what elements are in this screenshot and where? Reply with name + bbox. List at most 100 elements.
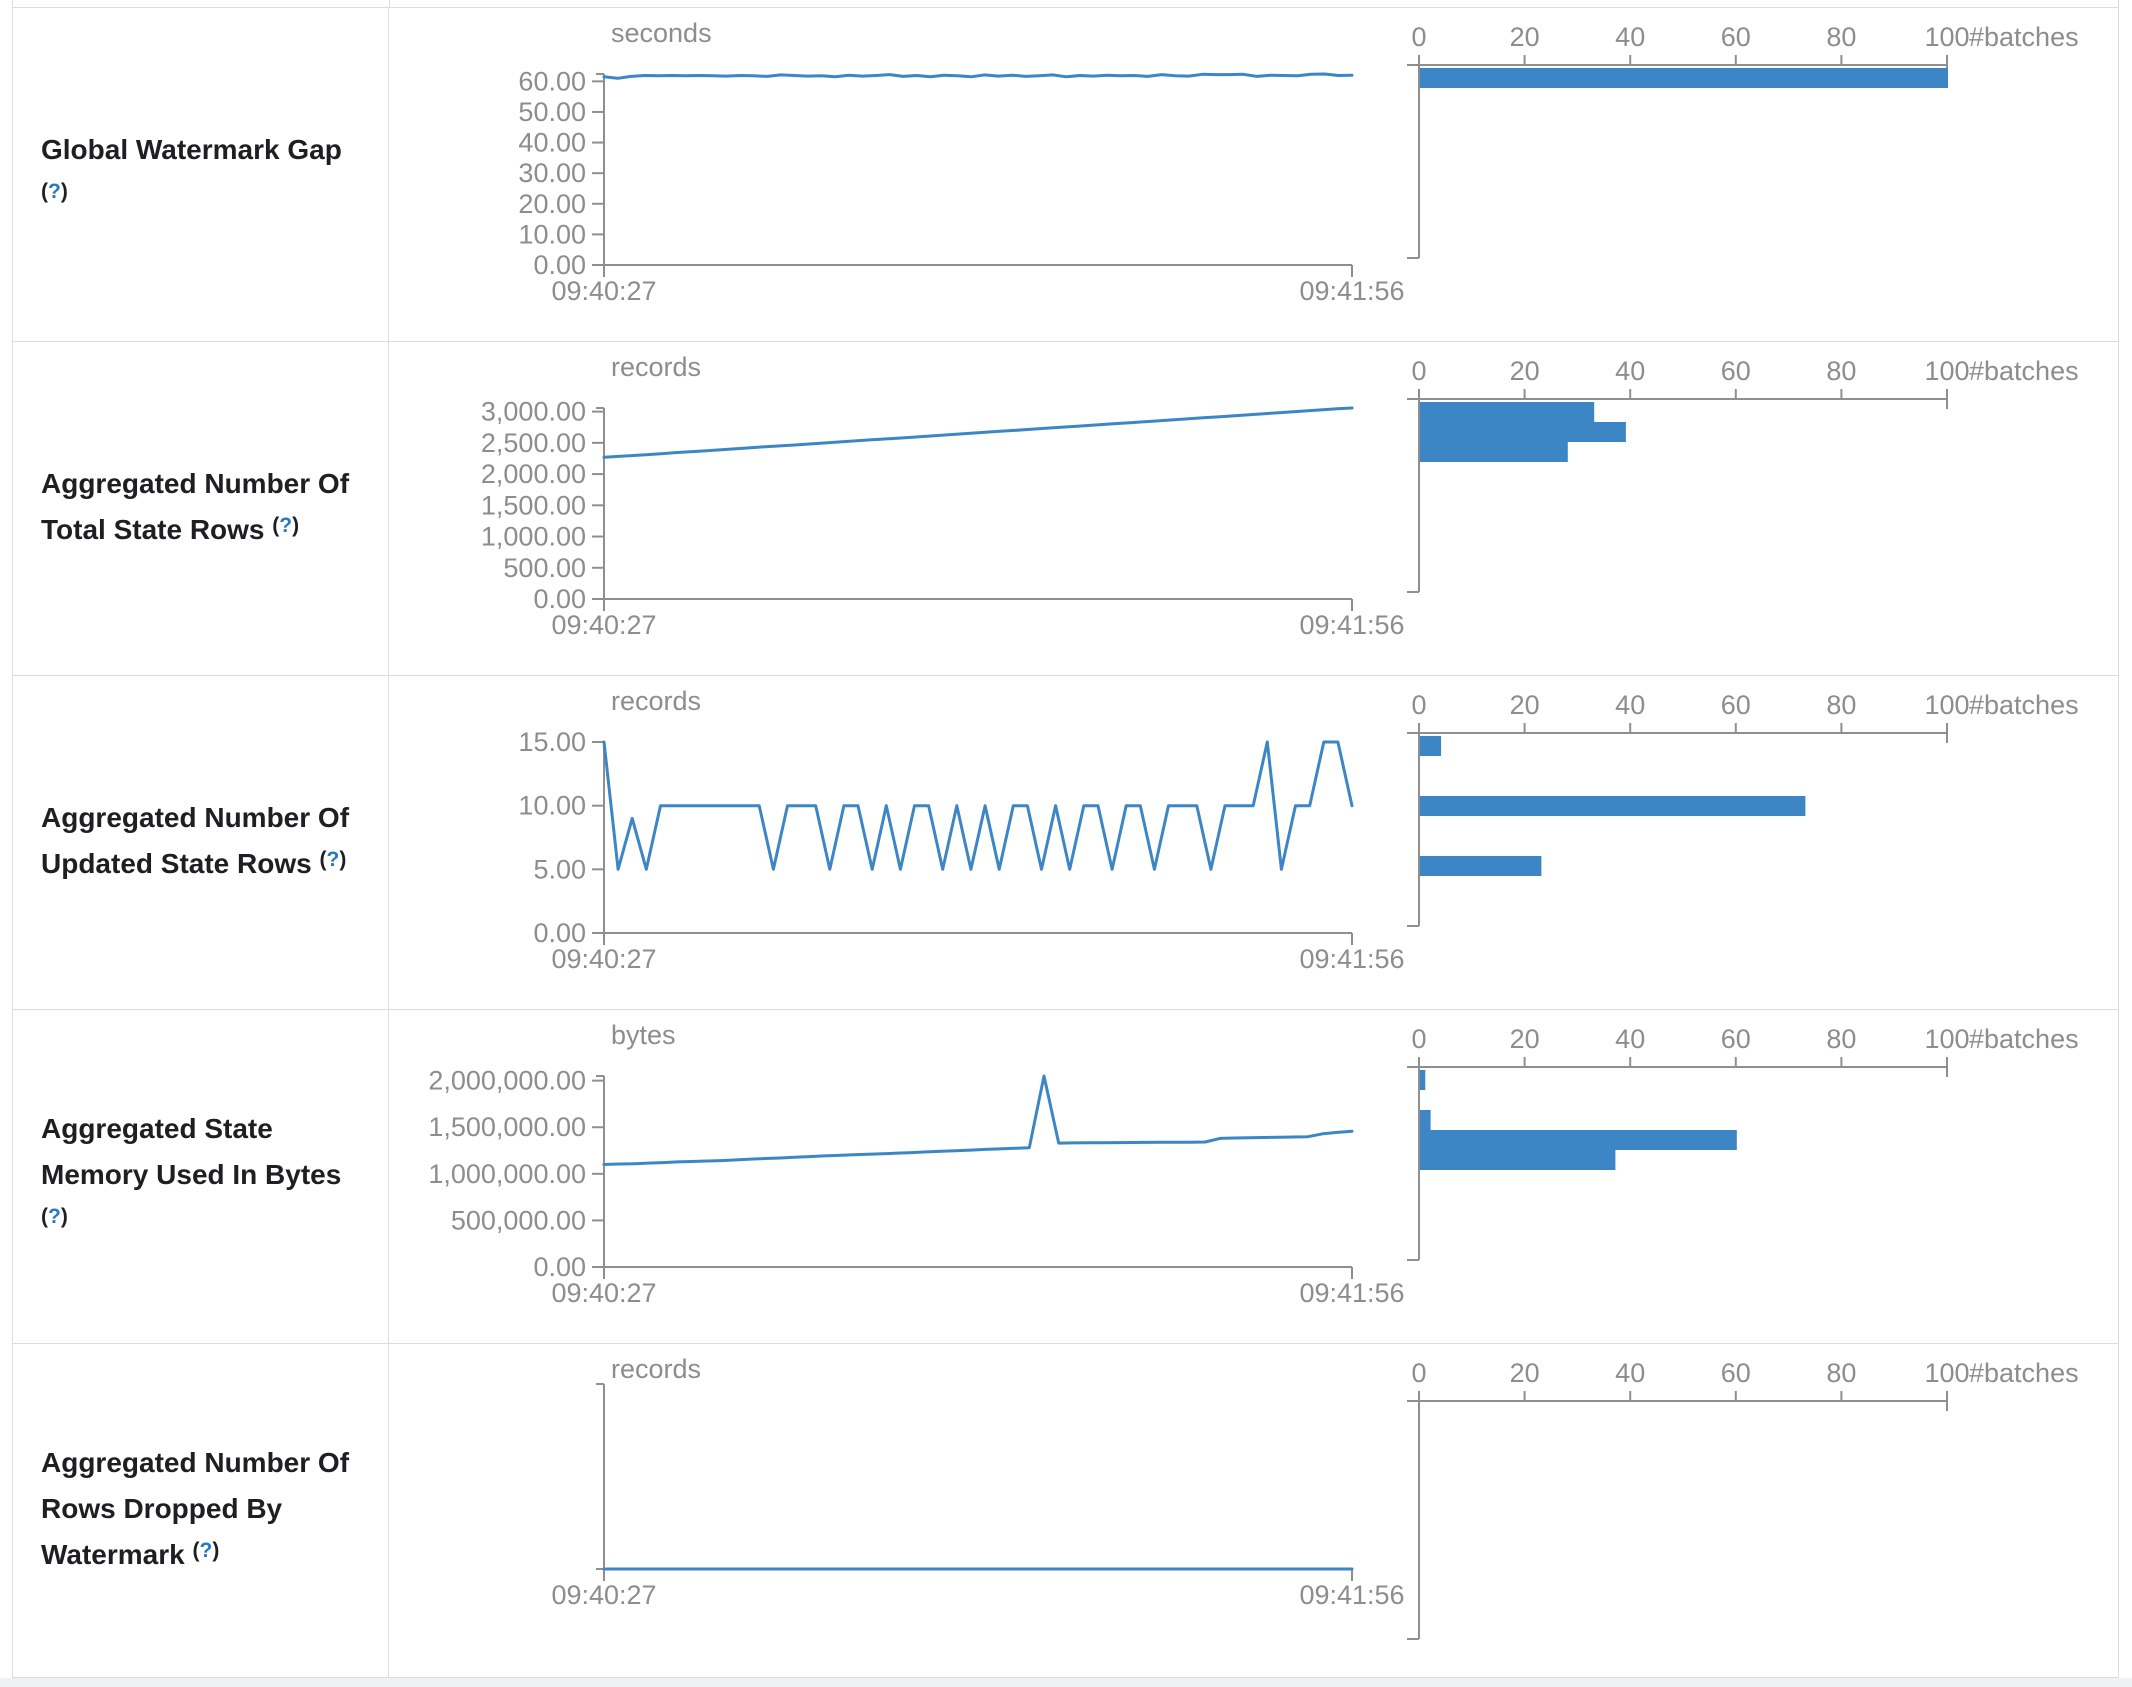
histogram-axis-tick-label: 20 bbox=[1510, 1358, 1540, 1388]
help-question-mark[interactable]: ? bbox=[326, 848, 340, 871]
metric-row-aggregated-state-memory-used-in-bytes: Aggregated State Memory Used In Bytes (?) b… bbox=[13, 1009, 2118, 1343]
histogram-bar bbox=[1420, 1070, 1426, 1090]
help-question-mark[interactable]: ? bbox=[48, 180, 61, 203]
metric-label-line: Rows Dropped By bbox=[41, 1493, 283, 1524]
metric-label-line: Memory Used In Bytes bbox=[41, 1159, 342, 1190]
histogram-axis-tick-label: 60 bbox=[1721, 1358, 1751, 1388]
y-axis-tick-label: 500.00 bbox=[503, 553, 586, 583]
histogram-axis-tick-label: 60 bbox=[1721, 690, 1751, 720]
histogram-axis-unit-label: #batches bbox=[1969, 356, 2079, 386]
histogram-bar bbox=[1420, 796, 1806, 816]
timeline-and-histogram-chart: seconds 0.0010.0020.0030.0040.0050.0060.0… bbox=[518, 18, 2079, 306]
unit-label: bytes bbox=[611, 1020, 676, 1050]
unit-label: records bbox=[611, 352, 701, 382]
histogram-axis-unit-label: #batches bbox=[1969, 22, 2079, 52]
x-axis-start-time-label: 09:40:27 bbox=[551, 944, 656, 974]
y-axis-tick-label: 60.00 bbox=[518, 66, 586, 96]
histogram-axis-tick-label: 40 bbox=[1615, 22, 1645, 52]
histogram-axis-tick-label: 40 bbox=[1615, 1024, 1645, 1054]
histogram-axis-tick-label: 0 bbox=[1411, 356, 1426, 386]
help-tooltip[interactable]: (?) bbox=[41, 180, 68, 203]
help-question-mark[interactable]: ? bbox=[48, 1205, 61, 1228]
y-axis-tick-label: 10.00 bbox=[518, 791, 586, 821]
y-axis-tick-label: 0.00 bbox=[533, 250, 586, 280]
metric-row-global-watermark-gap: Global Watermark Gap (?) seconds 0.00 10.00 2… bbox=[13, 8, 2118, 341]
y-axis-tick-label: 1,000.00 bbox=[481, 522, 586, 552]
help-tooltip[interactable]: (?) bbox=[192, 1539, 220, 1562]
x-axis-start-time-label: 09:40:27 bbox=[551, 1580, 656, 1610]
histogram-axis-tick-label: 60 bbox=[1721, 1024, 1751, 1054]
histogram-bar bbox=[1420, 442, 1568, 462]
histogram-axis-tick-label: 100 bbox=[1924, 1358, 1969, 1388]
histogram-axis-tick-label: 80 bbox=[1826, 690, 1856, 720]
histogram-axis-tick-label: 100 bbox=[1924, 22, 1969, 52]
histogram-axis-tick-label: 60 bbox=[1721, 22, 1751, 52]
histogram-axis-tick-label: 40 bbox=[1615, 690, 1645, 720]
timeline-and-histogram-chart: records 0.00500.001,000.001,500.002,000.0… bbox=[481, 352, 2079, 640]
metric-label-aggregated-number-of-updated-state-rows: Aggregated Number Of Updated State Rows (… bbox=[13, 676, 389, 1009]
y-axis-tick-label: 500,000.00 bbox=[451, 1205, 586, 1235]
help-question-mark[interactable]: ? bbox=[199, 1539, 213, 1562]
timeline-line bbox=[602, 72, 1354, 80]
help-tooltip[interactable]: (?) bbox=[41, 1205, 68, 1228]
y-axis-tick-label: 15.00 bbox=[518, 727, 586, 757]
y-axis-tick-label: 1,500,000.00 bbox=[428, 1112, 586, 1142]
histogram-axis-tick-label: 100 bbox=[1924, 1024, 1969, 1054]
y-axis-tick-label: 3,000.00 bbox=[481, 397, 586, 427]
metric-label-line: Aggregated Number Of bbox=[41, 468, 350, 499]
metric-label-global-watermark-gap: Global Watermark Gap (?) bbox=[13, 8, 389, 341]
x-axis-end-time-label: 09:41:56 bbox=[1299, 944, 1404, 974]
y-axis-tick-label: 2,500.00 bbox=[481, 428, 586, 458]
histogram-axis-tick-label: 100 bbox=[1924, 690, 1969, 720]
help-tooltip[interactable]: (?) bbox=[272, 514, 300, 537]
metric-label-line: Aggregated State bbox=[41, 1113, 273, 1144]
histogram-bar bbox=[1420, 422, 1626, 442]
histogram-axis-tick-label: 20 bbox=[1510, 356, 1540, 386]
histogram-bar bbox=[1420, 736, 1442, 756]
y-axis-tick-label: 0.00 bbox=[533, 584, 586, 614]
histogram-bar bbox=[1420, 1150, 1616, 1170]
histogram-axis-tick-label: 20 bbox=[1510, 690, 1540, 720]
histogram-axis-tick-label: 60 bbox=[1721, 356, 1751, 386]
x-axis-start-time-label: 09:40:27 bbox=[551, 1278, 656, 1308]
histogram-bar bbox=[1420, 1110, 1431, 1130]
x-axis-end-time-label: 09:41:56 bbox=[1299, 1580, 1404, 1610]
y-axis-tick-label: 2,000.00 bbox=[481, 459, 586, 489]
unit-label: records bbox=[611, 686, 701, 716]
histogram-axis-tick-label: 80 bbox=[1826, 1024, 1856, 1054]
timeline-and-histogram-chart: records 0.00 5.00 10.00 15.00 09:40:27 09:41:5… bbox=[518, 686, 2078, 974]
page-bottom-strip bbox=[0, 1678, 2132, 1687]
histogram-bar bbox=[1420, 68, 1948, 88]
histogram-axis-tick-label: 100 bbox=[1924, 356, 1969, 386]
timeline-and-histogram-chart: bytes 0.00 500,000.00 1,000,000.00 1,500,000… bbox=[428, 1020, 2078, 1308]
timeline-line bbox=[602, 406, 1354, 459]
histogram-axis-tick-label: 0 bbox=[1411, 22, 1426, 52]
x-axis-start-time-label: 09:40:27 bbox=[551, 276, 656, 306]
histogram-axis-tick-label: 20 bbox=[1510, 1024, 1540, 1054]
y-axis-tick-label: 5.00 bbox=[533, 854, 586, 884]
x-axis-start-time-label: 09:40:27 bbox=[551, 610, 656, 640]
unit-label: records bbox=[611, 1354, 701, 1384]
help-tooltip[interactable]: (?) bbox=[319, 848, 347, 871]
metric-label-line: Updated State Rows (?) bbox=[41, 848, 347, 879]
y-axis-tick-label: 0.00 bbox=[533, 918, 586, 948]
y-axis-tick-label: 1,500.00 bbox=[481, 490, 586, 520]
timeline-and-histogram-chart: records 09:40:27 09:41:56 0 20 40 60 80 100 #batc… bbox=[551, 1354, 2079, 1640]
y-axis-tick-label: 50.00 bbox=[518, 97, 586, 127]
metric-label-line: (?) bbox=[41, 173, 380, 222]
metric-label-line: (?) bbox=[41, 1198, 380, 1247]
unit-label: seconds bbox=[611, 18, 712, 48]
help-question-mark[interactable]: ? bbox=[279, 514, 293, 537]
histogram-bar bbox=[1420, 402, 1595, 422]
metric-label-aggregated-number-of-rows-dropped-by-watermark: Aggregated Number Of Rows Dropped By Water… bbox=[13, 1344, 389, 1677]
histogram-axis-tick-label: 0 bbox=[1411, 1358, 1426, 1388]
histogram-axis-tick-label: 80 bbox=[1826, 1358, 1856, 1388]
metric-label-line: Total State Rows (?) bbox=[41, 514, 300, 545]
y-axis-tick-label: 0.00 bbox=[533, 1252, 586, 1282]
histogram-bar bbox=[1420, 1130, 1737, 1150]
streaming-statistics-table: Global Watermark Gap (?) seconds 0.00 10.00 2… bbox=[12, 7, 2119, 1678]
timeline-line bbox=[602, 1074, 1354, 1166]
metric-row-aggregated-number-of-total-state-rows: Aggregated Number Of Total State Rows (?)… bbox=[13, 341, 2118, 675]
y-axis-tick-label: 20.00 bbox=[518, 189, 586, 219]
metric-label-aggregated-number-of-total-state-rows: Aggregated Number Of Total State Rows (?) bbox=[13, 342, 389, 675]
